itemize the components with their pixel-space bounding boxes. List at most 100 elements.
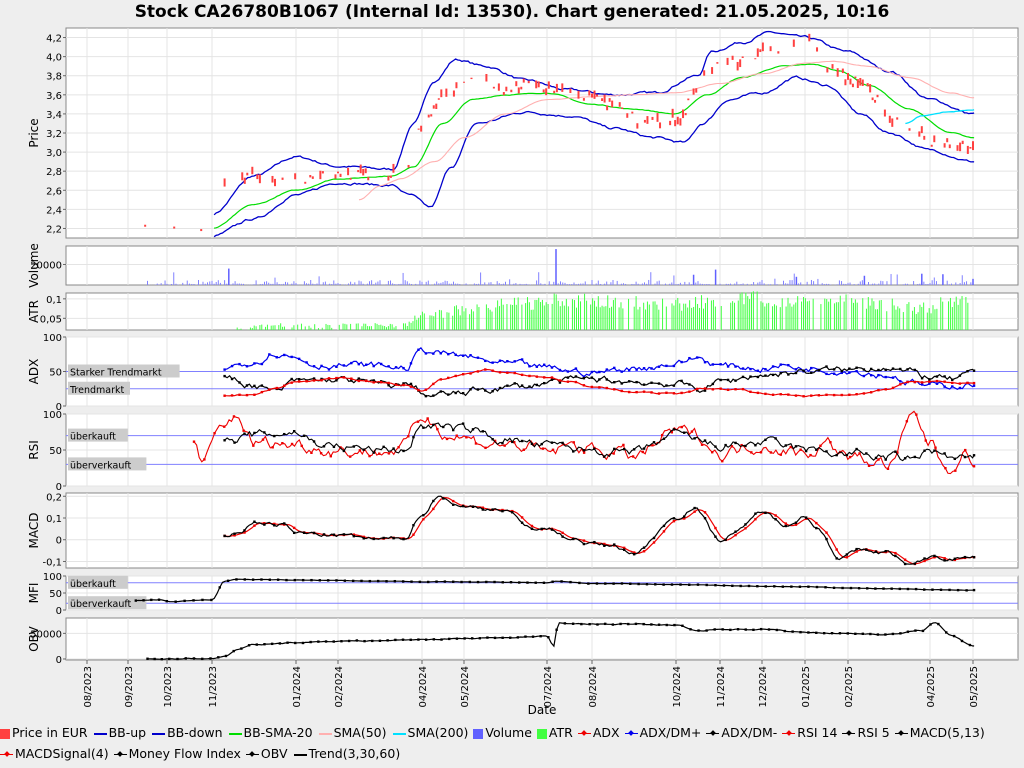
- adx-annotation: Starker Trendmarkt: [70, 368, 162, 379]
- mfi-marker: [764, 585, 767, 588]
- legend-swatch: [152, 732, 166, 735]
- price-mark: [671, 108, 674, 118]
- rsi5-marker: [593, 447, 596, 450]
- dm-minus-marker: [672, 384, 676, 387]
- dm-plus-marker: [951, 385, 954, 388]
- adx-marker: [245, 393, 249, 397]
- price-mark: [946, 138, 949, 143]
- legend-swatch: [577, 729, 591, 739]
- adx-marker: [365, 379, 368, 383]
- obv-marker: [596, 623, 599, 626]
- macd-marker: [825, 537, 828, 541]
- dm-minus-marker: [884, 368, 887, 372]
- rsi-annotation: überverkauft: [70, 460, 132, 471]
- y-tick-label: 0,2: [46, 492, 62, 503]
- price-mark: [200, 229, 203, 232]
- dm-minus-marker: [688, 383, 691, 386]
- price-mark: [608, 98, 611, 102]
- price-mark: [831, 64, 834, 69]
- rsi5-marker: [683, 431, 686, 434]
- price-mark: [856, 79, 859, 88]
- price-mark: [741, 56, 744, 58]
- obv-marker: [478, 637, 482, 640]
- dm-minus-marker: [711, 382, 715, 386]
- obv-marker: [324, 640, 328, 643]
- dm-minus-marker: [650, 381, 653, 384]
- rsi5-marker: [845, 453, 849, 457]
- mfi-marker: [781, 585, 785, 588]
- mfi-marker: [645, 583, 649, 586]
- macd-signal-marker: [714, 526, 717, 530]
- obv-marker: [929, 623, 932, 626]
- y-tick-label: 0,1: [46, 514, 62, 525]
- adx-marker: [439, 378, 442, 381]
- mfi-marker: [534, 581, 537, 584]
- rsi5-marker: [530, 442, 534, 446]
- sma200-line: [905, 109, 975, 125]
- rsi14-marker: [465, 436, 468, 439]
- dm-minus-marker: [506, 384, 509, 387]
- macd-marker: [652, 536, 656, 540]
- obv-marker: [807, 631, 810, 634]
- macd-signal-marker: [561, 531, 564, 535]
- rsi14-marker: [848, 455, 852, 459]
- mfi-marker: [268, 578, 271, 581]
- macd-signal-marker: [273, 522, 276, 526]
- x-tick-label: 08/2024: [588, 666, 599, 708]
- obv-marker: [555, 628, 558, 631]
- rsi14-marker: [721, 459, 724, 463]
- legend-item: MACD(5,13): [894, 725, 985, 740]
- obv-marker: [960, 639, 964, 643]
- price-mark: [588, 90, 591, 96]
- dm-plus-marker: [877, 373, 880, 377]
- macd-marker: [342, 533, 346, 536]
- dm-minus-marker: [825, 365, 828, 368]
- price-mark: [337, 171, 339, 174]
- macd-signal-marker: [662, 530, 666, 533]
- mfi-marker: [807, 585, 810, 588]
- price-mark: [631, 111, 634, 114]
- rsi5-line: [224, 422, 975, 462]
- macd-marker: [362, 537, 365, 540]
- mfi-marker: [551, 580, 554, 583]
- macd-signal-marker: [815, 521, 818, 525]
- dm-minus-marker: [810, 371, 813, 374]
- adx-marker: [665, 391, 668, 394]
- dm-plus-marker: [590, 370, 594, 374]
- rsi5-marker: [501, 441, 504, 445]
- x-tick-label: 11/2024: [716, 666, 727, 708]
- mfi-marker: [714, 584, 717, 587]
- obv-marker: [914, 629, 917, 632]
- dm-minus-marker: [238, 381, 241, 384]
- dm-minus-marker: [566, 376, 570, 379]
- rsi5-marker: [613, 447, 616, 451]
- rsi5-marker: [632, 448, 636, 451]
- price-mark: [389, 175, 392, 178]
- price-mark: [956, 145, 959, 151]
- obv-marker: [247, 644, 251, 647]
- legend-item: Volume: [473, 725, 532, 740]
- adx-marker: [394, 383, 398, 386]
- price-mark: [577, 90, 580, 99]
- macd-marker: [953, 557, 956, 560]
- obv-marker: [783, 629, 786, 633]
- adx-marker: [848, 393, 851, 397]
- rsi14-marker: [934, 446, 937, 449]
- x-tick-label: 01/2025: [801, 666, 812, 708]
- bb-down-line: [213, 75, 975, 238]
- x-tick-label: 05/2025: [969, 666, 980, 708]
- macd-marker: [501, 509, 504, 513]
- adx-marker: [320, 379, 323, 382]
- dm-minus-marker: [424, 394, 428, 398]
- rsi14-marker: [192, 440, 196, 443]
- mfi-marker: [509, 581, 513, 584]
- mfi-marker: [226, 579, 230, 583]
- dm-minus-marker: [928, 378, 931, 381]
- adx-marker: [906, 380, 909, 384]
- obv-marker: [937, 622, 940, 626]
- rsi5-marker: [623, 447, 626, 451]
- x-tick-label: 12/2024: [758, 666, 769, 708]
- macd-marker: [972, 556, 976, 559]
- macd-marker: [402, 537, 405, 541]
- mfi-marker: [142, 599, 145, 602]
